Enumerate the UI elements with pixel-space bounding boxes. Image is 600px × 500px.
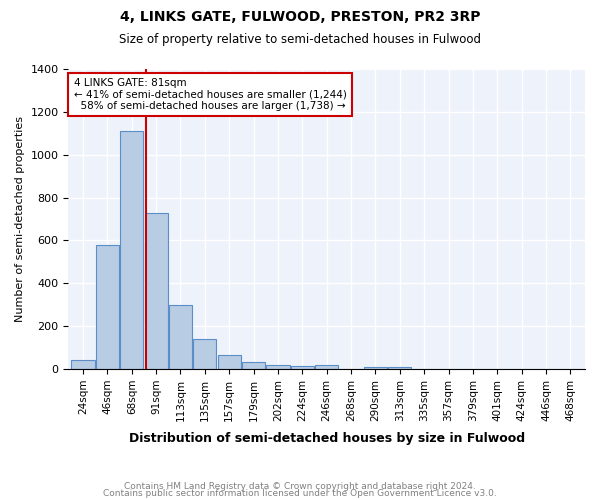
Bar [120, 131, 143, 369]
Bar [193, 339, 217, 369]
Bar [169, 304, 192, 369]
Bar [242, 362, 265, 369]
Y-axis label: Number of semi-detached properties: Number of semi-detached properties [15, 116, 25, 322]
Bar [71, 360, 95, 369]
Bar [145, 212, 168, 369]
Text: 4 LINKS GATE: 81sqm
← 41% of semi-detached houses are smaller (1,244)
  58% of s: 4 LINKS GATE: 81sqm ← 41% of semi-detach… [74, 78, 346, 111]
Bar [315, 365, 338, 369]
X-axis label: Distribution of semi-detached houses by size in Fulwood: Distribution of semi-detached houses by … [128, 432, 525, 445]
Text: Contains HM Land Registry data © Crown copyright and database right 2024.: Contains HM Land Registry data © Crown c… [124, 482, 476, 491]
Bar [291, 366, 314, 369]
Text: 4, LINKS GATE, FULWOOD, PRESTON, PR2 3RP: 4, LINKS GATE, FULWOOD, PRESTON, PR2 3RP [120, 10, 480, 24]
Bar [96, 244, 119, 369]
Bar [388, 367, 412, 369]
Bar [266, 365, 290, 369]
Text: Size of property relative to semi-detached houses in Fulwood: Size of property relative to semi-detach… [119, 32, 481, 46]
Text: Contains public sector information licensed under the Open Government Licence v3: Contains public sector information licen… [103, 490, 497, 498]
Bar [218, 355, 241, 369]
Bar [364, 367, 387, 369]
